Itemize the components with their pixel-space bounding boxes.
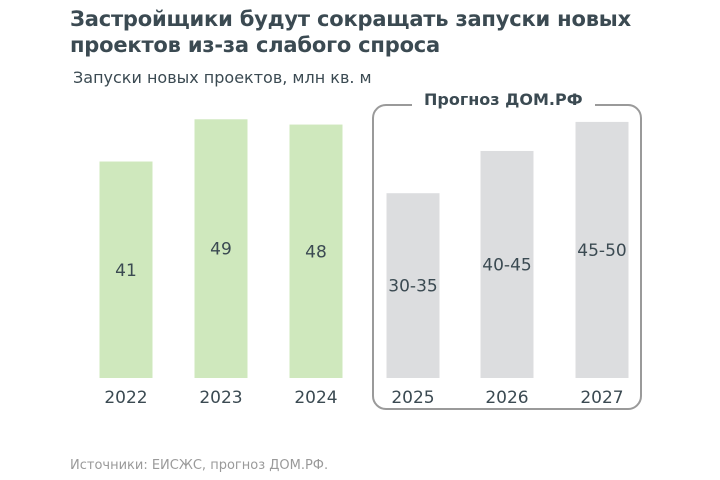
title-line-2: проектов из-за слабого спроса	[70, 33, 441, 57]
source-note: Источники: ЕИСЖС, прогноз ДОМ.РФ.	[70, 458, 329, 473]
x-tick-2022: 2022	[104, 388, 147, 408]
data-label-2022: 41	[115, 261, 137, 281]
data-label-2024: 48	[305, 242, 327, 262]
title-line-1: Застройщики будут сокращать запуски новы…	[70, 7, 631, 31]
data-label-2027: 45-50	[577, 241, 626, 261]
bar-2022	[99, 161, 153, 378]
data-label-2025: 30-35	[388, 277, 437, 297]
x-tick-2023: 2023	[199, 388, 242, 408]
bar-2024	[289, 124, 343, 378]
bar-2025	[386, 193, 440, 378]
data-label-2023: 49	[210, 240, 232, 260]
bar-2027	[575, 121, 629, 379]
forecast-label: Прогноз ДОМ.РФ	[412, 90, 595, 109]
chart-title: Застройщики будут сокращать запуски новы…	[70, 6, 631, 58]
bar-2023	[194, 119, 248, 378]
bar-2026	[480, 150, 534, 378]
x-tick-2025: 2025	[391, 388, 434, 408]
data-label-2026: 40-45	[482, 255, 531, 275]
x-tick-2026: 2026	[485, 388, 528, 408]
x-tick-2027: 2027	[580, 388, 623, 408]
y-axis-label: Запуски новых проектов, млн кв. м	[73, 68, 372, 87]
x-tick-2024: 2024	[294, 388, 337, 408]
